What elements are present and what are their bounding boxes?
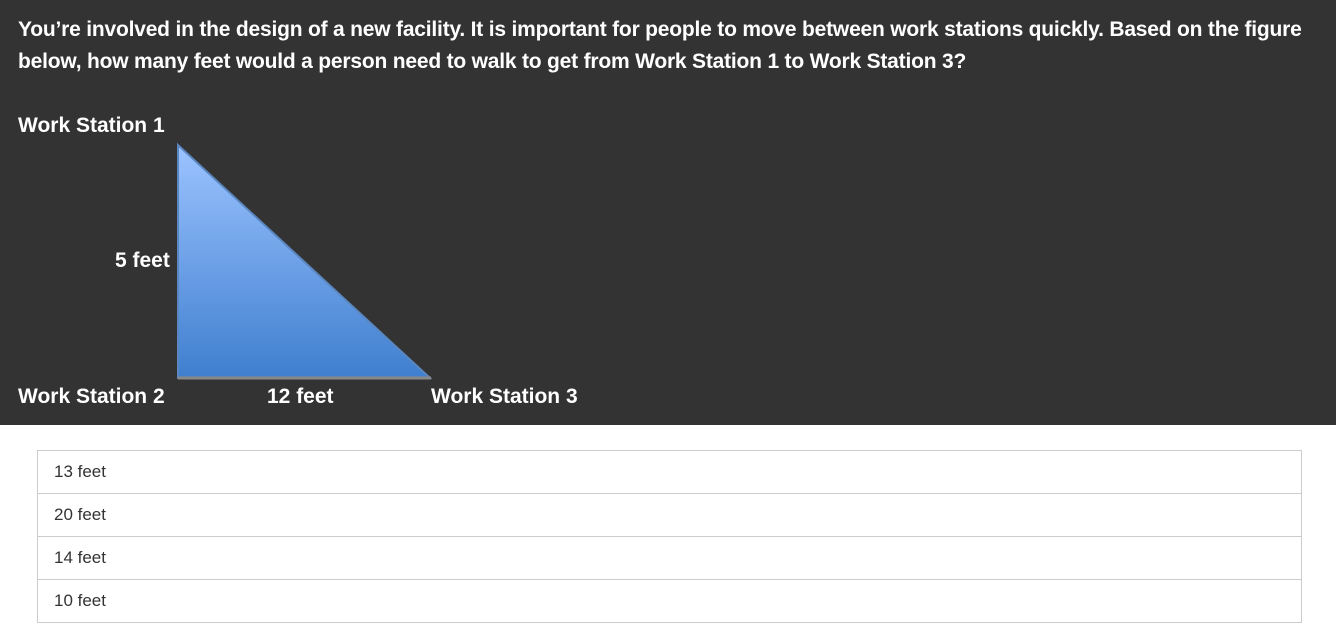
right-triangle <box>177 142 433 379</box>
label-work-station-2: Work Station 2 <box>18 385 165 408</box>
answer-option[interactable]: 13 feet <box>37 450 1302 494</box>
answer-option[interactable]: 20 feet <box>37 493 1302 537</box>
label-horizontal-side: 12 feet <box>267 385 334 408</box>
answer-option[interactable]: 14 feet <box>37 536 1302 580</box>
label-vertical-side: 5 feet <box>115 249 170 272</box>
label-work-station-1: Work Station 1 <box>18 114 165 137</box>
triangle-figure <box>177 142 433 380</box>
question-text: You’re involved in the design of a new f… <box>18 18 1302 73</box>
answer-options: 13 feet 20 feet 14 feet 10 feet <box>37 450 1302 623</box>
answer-option[interactable]: 10 feet <box>37 579 1302 623</box>
question-panel: You’re involved in the design of a new f… <box>0 0 1336 425</box>
label-work-station-3: Work Station 3 <box>431 385 578 408</box>
